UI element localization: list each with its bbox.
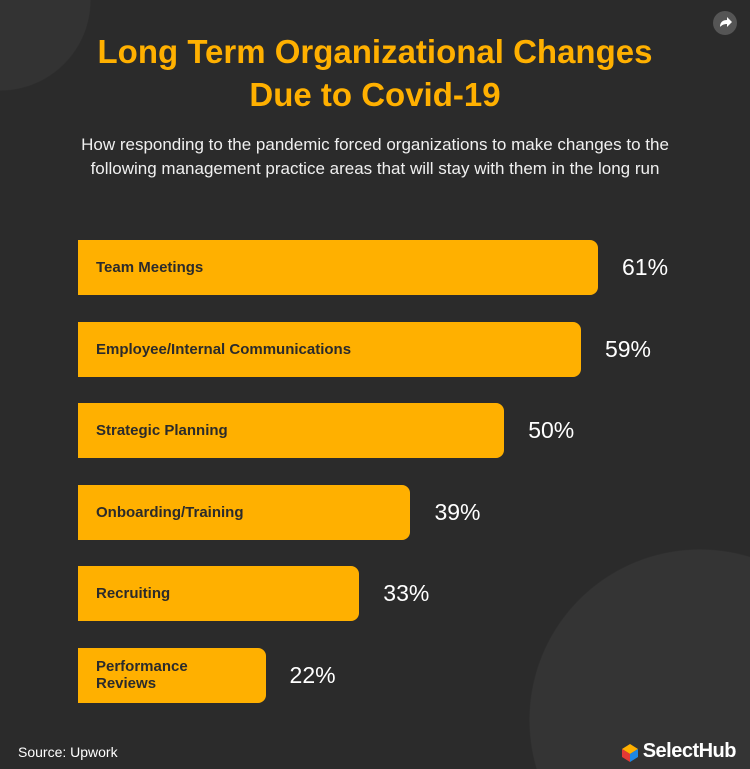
category-label: Strategic Planning	[96, 422, 228, 439]
category-label: Onboarding/Training	[96, 503, 244, 521]
source-note: Source: Upwork	[18, 744, 118, 760]
brand-name: SelectHub	[642, 740, 737, 762]
bar: Onboarding/Training	[78, 484, 411, 540]
category-label: Performance Reviews	[96, 658, 188, 692]
category-label: Team Meetings	[96, 259, 204, 276]
value-label: 22%	[289, 661, 336, 688]
bar: Team Meetings	[78, 240, 598, 295]
bar: Strategic Planning	[78, 403, 505, 458]
bar: Recruiting	[78, 566, 360, 621]
chart-subtitle: How responding to the pandemic forced or…	[81, 135, 669, 178]
value-label: 39%	[434, 498, 481, 525]
chart-title: Long Term Organizational Changes Due to …	[97, 33, 653, 113]
value-label: 50%	[528, 417, 575, 443]
bar: Performance Reviews	[78, 647, 266, 703]
value-label: 33%	[383, 580, 430, 606]
value-label: 59%	[604, 335, 651, 362]
value-label: 61%	[622, 254, 669, 280]
bar: Employee/Internal Communications	[78, 321, 581, 377]
category-label: Recruiting	[96, 585, 171, 602]
share-button[interactable]	[712, 10, 738, 36]
brand-logo	[622, 744, 638, 762]
category-label: Employee/Internal Communications	[96, 340, 352, 358]
